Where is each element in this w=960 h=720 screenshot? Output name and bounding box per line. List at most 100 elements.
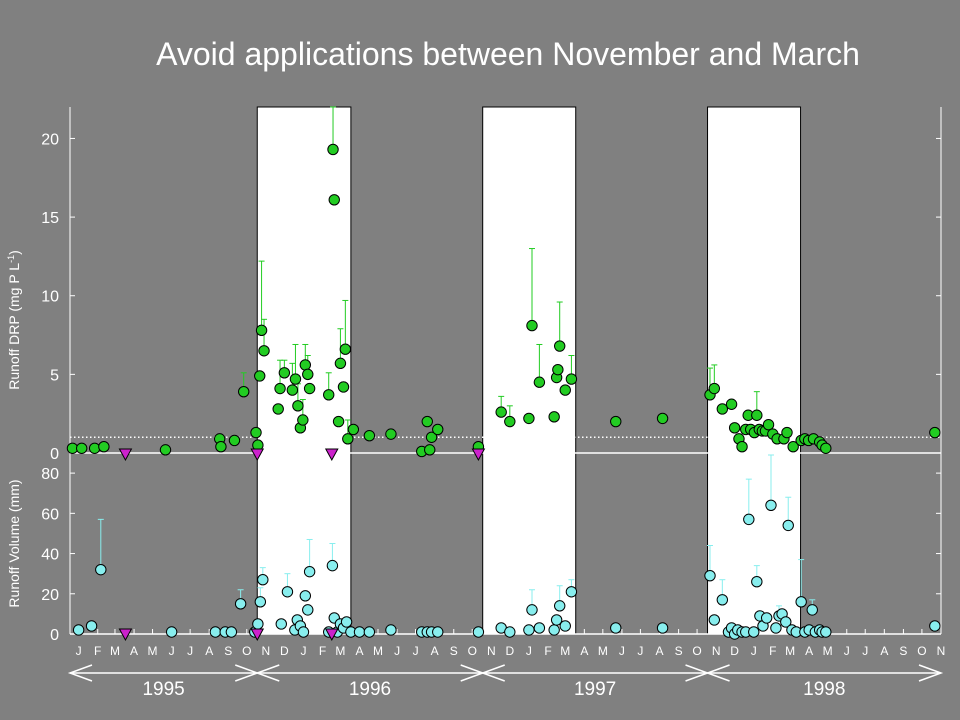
vol-point-3 <box>165 626 178 638</box>
drp-y-tick-label-10: 10 <box>41 289 59 306</box>
vol-point-36 <box>472 626 485 638</box>
drp-point-6 <box>215 441 227 453</box>
month-label-21: O <box>468 644 477 658</box>
drp-point-39 <box>425 431 438 443</box>
drp-point-19 <box>292 400 304 412</box>
drp-application-marker-0 <box>118 448 133 462</box>
drp-application-marker-3 <box>471 448 486 462</box>
drp-point-53 <box>610 415 622 428</box>
drp-point-15 <box>274 382 286 395</box>
month-label-10: N <box>262 644 271 658</box>
vol-point-40 <box>526 604 538 616</box>
vol-point-44 <box>554 600 566 612</box>
drp-point-26 <box>327 143 339 156</box>
drp-y-label-sup: -1 <box>6 255 16 263</box>
vol-point-11 <box>257 574 269 586</box>
vol-point-75 <box>806 604 818 616</box>
drp-point-52 <box>565 373 578 385</box>
drp-point-3 <box>98 441 110 453</box>
vol-point-46 <box>565 586 578 598</box>
month-label-43: A <box>880 644 888 658</box>
month-label-0: J <box>76 644 82 658</box>
drp-point-12 <box>255 324 268 337</box>
vol-point-63 <box>760 612 773 624</box>
vol-point-31 <box>385 624 397 636</box>
drp-point-28 <box>332 415 345 428</box>
drp-point-75 <box>787 441 799 453</box>
month-label-18: J <box>413 644 419 658</box>
vol-point-42 <box>548 624 560 636</box>
drp-point-82 <box>820 442 832 454</box>
month-label-16: M <box>373 644 383 658</box>
drp-point-14 <box>272 403 284 415</box>
vol-point-79 <box>820 626 832 638</box>
month-label-28: M <box>598 644 608 658</box>
month-label-30: J <box>637 644 643 658</box>
month-label-14: M <box>335 644 345 658</box>
drp-point-59 <box>728 422 741 434</box>
month-label-11: D <box>280 644 289 658</box>
vol-y-tick-label-20: 20 <box>41 587 59 604</box>
vol-y-tick-label-60: 60 <box>41 506 59 523</box>
drp-y-tick-label-0: 0 <box>50 446 59 463</box>
volume-y-axis-label: Runoff Volume (mm) <box>6 479 22 607</box>
vol-point-22 <box>326 559 339 572</box>
vol-point-29 <box>353 626 366 638</box>
vol-point-68 <box>780 616 792 628</box>
month-label-27: A <box>580 644 588 658</box>
drp-y-axis-label: Runoff DRP (mg P L-1) <box>6 250 22 390</box>
month-label-33: O <box>692 644 701 658</box>
drp-point-50 <box>554 340 566 352</box>
drp-y-label-end: ) <box>6 250 22 255</box>
drp-point-58 <box>725 398 738 410</box>
drp-point-2 <box>88 442 101 454</box>
month-label-15: A <box>356 644 364 658</box>
drp-point-46 <box>533 376 546 388</box>
vol-point-50 <box>708 614 721 626</box>
vol-point-12 <box>275 618 287 630</box>
drp-point-23 <box>302 368 314 381</box>
year-arrow-left-1997 <box>480 664 505 682</box>
year-label-1997: 1997 <box>574 679 616 700</box>
month-label-34: N <box>712 644 721 658</box>
month-label-8: S <box>224 644 232 658</box>
month-label-41: J <box>844 644 850 658</box>
month-label-46: N <box>937 644 946 658</box>
application-markers <box>118 448 486 642</box>
vol-point-7 <box>234 598 247 610</box>
drp-point-7 <box>228 434 241 447</box>
drp-point-25 <box>323 389 335 401</box>
month-label-31: A <box>655 644 663 658</box>
month-label-32: S <box>675 644 683 658</box>
vol-point-19 <box>302 604 314 616</box>
vol-point-6 <box>225 626 238 638</box>
vol-point-59 <box>748 626 760 638</box>
drp-point-11 <box>254 370 266 382</box>
month-label-12: J <box>300 644 306 658</box>
vol-point-13 <box>281 586 294 598</box>
vol-point-38 <box>504 626 516 638</box>
drp-point-32 <box>342 433 354 445</box>
month-label-17: J <box>394 644 400 658</box>
year-label-1995: 1995 <box>142 679 184 700</box>
vol-point-80 <box>929 620 941 632</box>
month-label-38: M <box>785 644 795 658</box>
drp-point-61 <box>736 441 748 453</box>
drp-point-51 <box>559 384 571 396</box>
vol-point-4 <box>209 626 222 638</box>
drp-point-45 <box>526 319 538 332</box>
vol-point-1 <box>85 620 98 632</box>
vol-point-27 <box>340 616 353 628</box>
month-label-9: O <box>242 644 251 658</box>
drp-application-marker-1 <box>250 448 265 462</box>
year-arrow-left-1996 <box>255 664 280 682</box>
month-label-39: A <box>805 644 813 658</box>
drp-point-27 <box>328 194 340 206</box>
vol-point-39 <box>523 624 535 636</box>
month-label-2: M <box>110 644 120 658</box>
vol-point-60 <box>751 576 763 588</box>
year-arrow-left-1998 <box>705 664 730 682</box>
